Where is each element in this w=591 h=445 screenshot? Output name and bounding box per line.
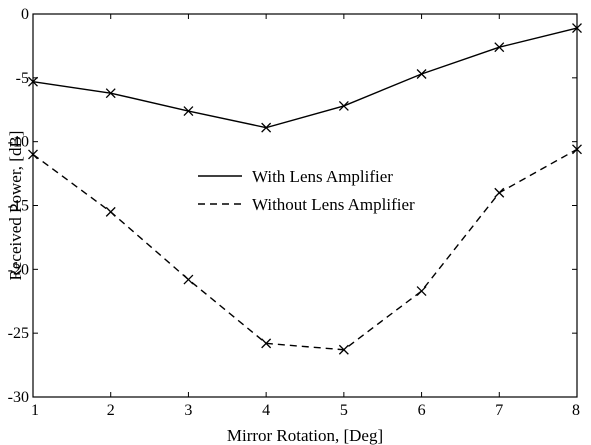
data-point-marker (28, 76, 38, 87)
x-tick-label: 8 (572, 402, 580, 419)
y-tick-label: -10 (8, 134, 29, 151)
series-1 (28, 23, 582, 133)
legend-label: With Lens Amplifier (252, 167, 393, 186)
y-tick-label: -25 (8, 325, 29, 342)
data-point-marker (183, 106, 194, 116)
y-tick-label: -15 (8, 198, 29, 215)
data-point-marker (105, 88, 116, 99)
x-tick-label: 5 (340, 402, 348, 419)
data-point-marker (494, 42, 505, 53)
data-point-marker (183, 274, 194, 285)
data-point-marker (572, 23, 582, 34)
series-line (32, 148, 578, 351)
legend-item-1: With Lens Amplifier (198, 167, 393, 186)
y-axis-ticks: 0 -5 -10 -15 -20 -25 -30 (8, 6, 577, 406)
data-point-marker (338, 100, 349, 111)
x-axis-label: Mirror Rotation, [Deg] (227, 426, 383, 445)
legend-item-2: Without Lens Amplifier (198, 195, 415, 214)
data-point-marker (105, 206, 116, 217)
data-point-marker (416, 69, 427, 79)
data-point-marker (261, 122, 272, 133)
series-layer (28, 23, 582, 355)
y-tick-label: -5 (16, 70, 29, 87)
data-point-marker (28, 149, 38, 160)
x-tick-label: 1 (31, 402, 39, 419)
legend-label: Without Lens Amplifier (252, 195, 415, 214)
data-point-marker (494, 187, 505, 198)
x-tick-label: 7 (495, 402, 503, 419)
series-2 (28, 144, 582, 355)
y-tick-label: -20 (8, 261, 29, 278)
data-point-marker (338, 344, 349, 355)
data-point-marker (416, 286, 427, 296)
y-tick-label: -30 (8, 389, 29, 406)
data-point-marker (572, 144, 582, 155)
y-tick-label: 0 (21, 6, 29, 23)
series-line (32, 27, 578, 129)
x-tick-label: 3 (184, 402, 192, 419)
y-axis-label: Received Power, [dB] (6, 131, 25, 281)
x-tick-label: 4 (262, 402, 270, 419)
x-tick-label: 2 (107, 402, 115, 419)
x-axis-ticks: 1 2 3 4 5 6 7 8 (31, 14, 580, 419)
legend: With Lens Amplifier Without Lens Amplifie… (198, 167, 415, 214)
data-point-marker (261, 338, 272, 349)
x-tick-label: 6 (418, 402, 426, 419)
